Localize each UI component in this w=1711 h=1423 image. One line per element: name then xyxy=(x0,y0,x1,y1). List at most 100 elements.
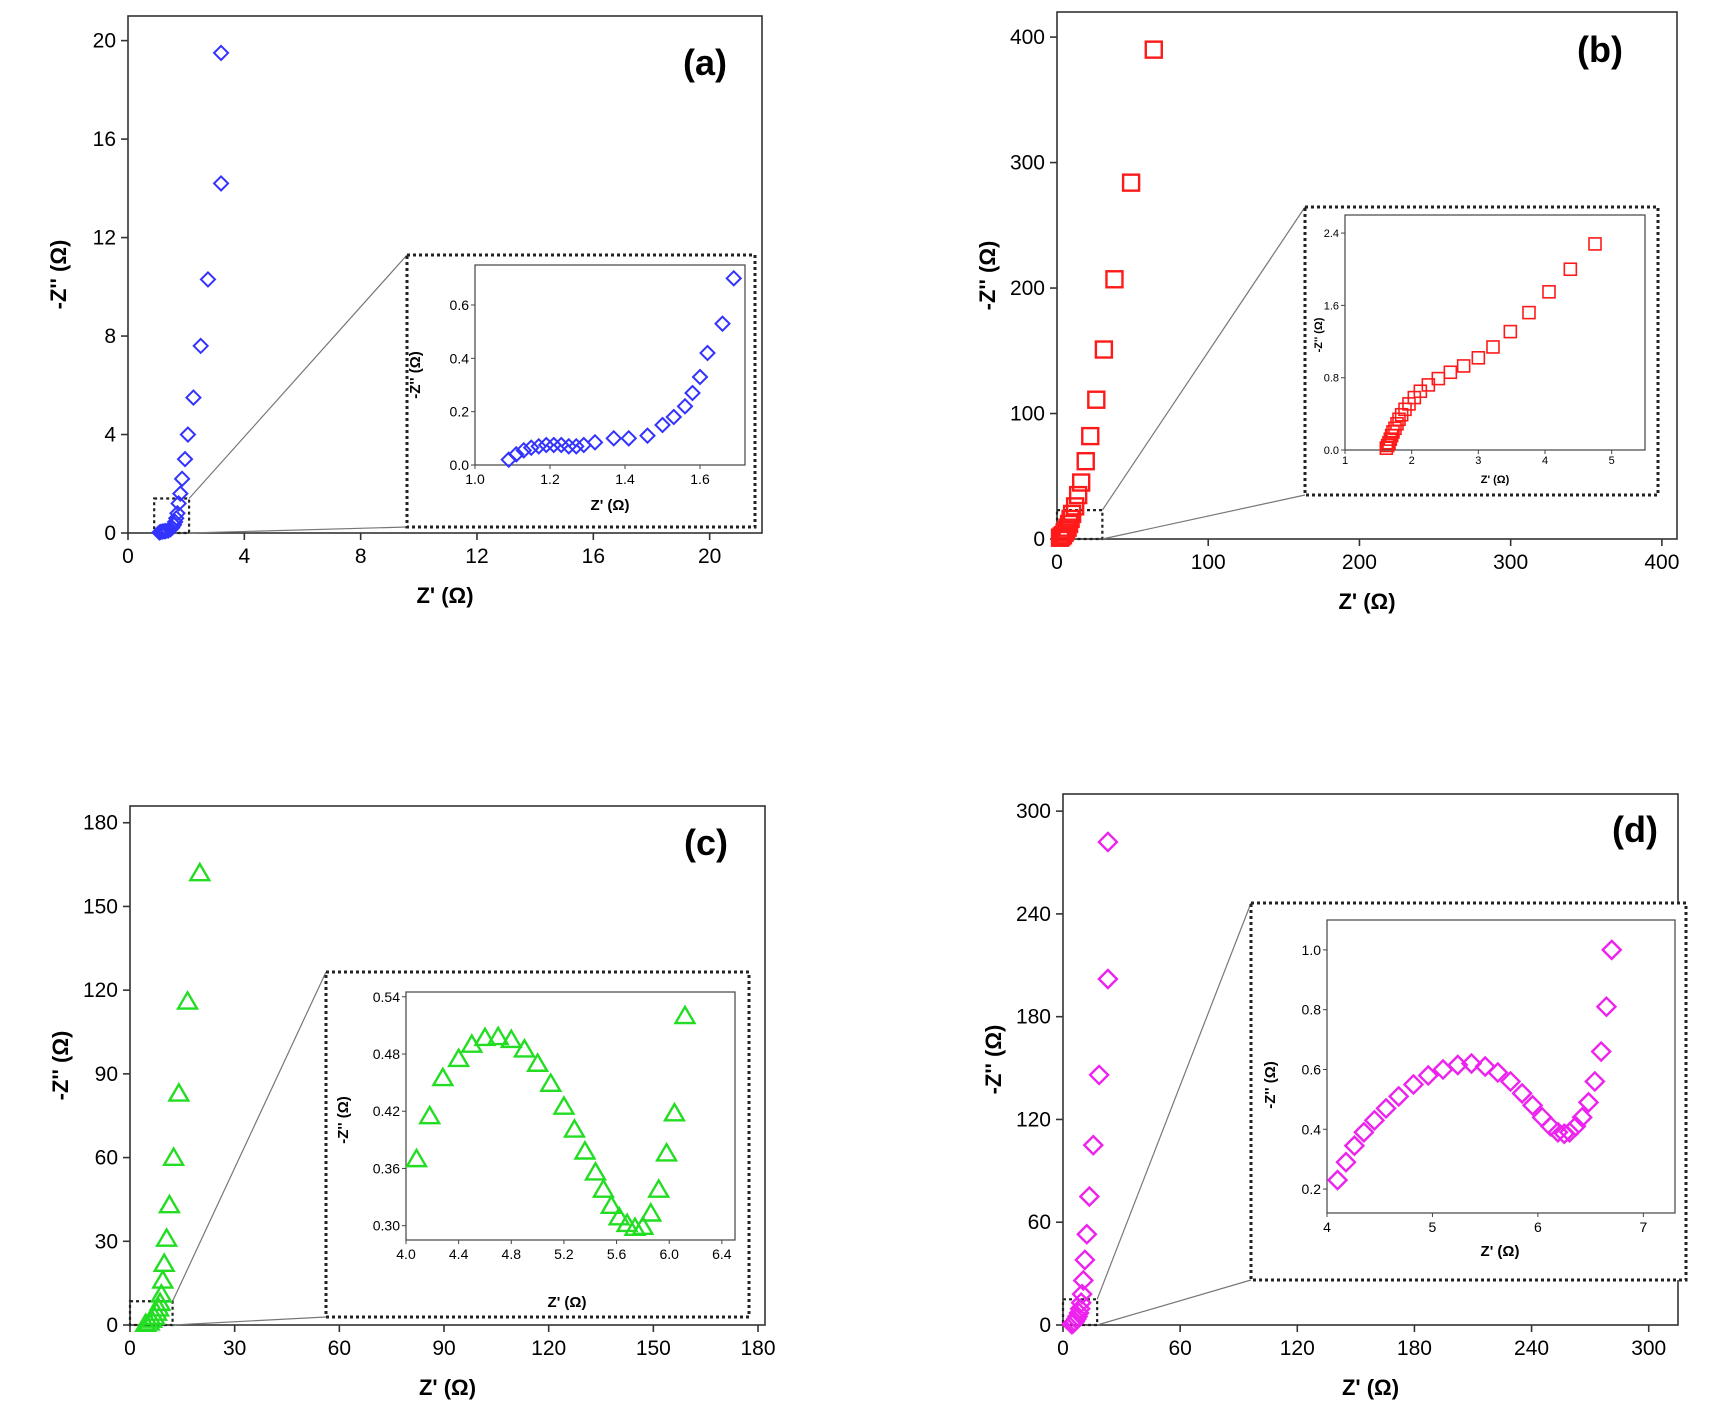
y-tick-label: 0 xyxy=(1033,528,1045,551)
y-tick-label: 150 xyxy=(83,895,118,918)
inset-data-point xyxy=(522,439,540,457)
x-tick-label: 300 xyxy=(1631,1337,1666,1360)
data-point xyxy=(1078,1185,1101,1208)
inset-data-point xyxy=(1487,1061,1509,1084)
inset-data-point xyxy=(631,1215,655,1236)
inset-data-point xyxy=(1558,1121,1581,1143)
inset-data-point xyxy=(1584,1070,1606,1093)
inset-data-point xyxy=(526,1052,550,1072)
inset-y-tick-label: 0.36 xyxy=(373,1160,400,1176)
y-tick-label: 4 xyxy=(104,424,116,447)
data-point xyxy=(1082,1134,1104,1156)
x-tick-label: 60 xyxy=(328,1337,351,1360)
x-axis-title: Z' (Ω) xyxy=(419,1375,476,1400)
inset-y-tick-label: 1.0 xyxy=(1302,942,1322,958)
y-tick-label: 16 xyxy=(93,128,116,151)
inset-data-point xyxy=(1522,305,1536,320)
x-tick-label: 150 xyxy=(636,1337,671,1360)
data-point xyxy=(212,174,230,192)
inset-c: 4.0 4.4 4.8 5.2 5.6 6.0 6.4 0.30 0.36 0.42 0.48 0.5… xyxy=(324,970,751,1319)
x-tick-label: 300 xyxy=(1493,551,1528,574)
inset-data-point xyxy=(1383,432,1398,446)
inset-data-point xyxy=(1326,1169,1349,1191)
inset-y-axis-title: -Z'' (Ω) xyxy=(407,351,424,398)
data-point xyxy=(1081,426,1100,446)
inset-x-tick-label: 3 xyxy=(1475,455,1481,467)
inset-data-point xyxy=(530,437,548,455)
data-point xyxy=(162,1146,186,1166)
data-point xyxy=(170,495,188,512)
data-point xyxy=(1065,497,1085,516)
inset-y-tick-label: 2.4 xyxy=(1324,228,1339,240)
plot-frame xyxy=(127,15,763,534)
data-point xyxy=(188,861,212,882)
inset-data-point xyxy=(605,429,623,447)
x-tick-label: 400 xyxy=(1644,551,1679,574)
y-tick-label: 300 xyxy=(1010,152,1045,175)
data-point xyxy=(149,1282,173,1303)
y-tick-label: 300 xyxy=(1016,800,1051,823)
panel-label: (c) xyxy=(684,822,728,863)
panel-c: 0 30 60 90 120 150 180 0 30 60 90 120 150 180 Z' (Ω) -Z… xyxy=(48,805,776,1400)
inset-data-point xyxy=(1335,1151,1357,1173)
inset-y-tick-label: 0.4 xyxy=(1302,1121,1322,1137)
data-point xyxy=(212,44,230,62)
inset-y-tick-label: 0.4 xyxy=(450,350,470,366)
inset-data-point xyxy=(1577,1091,1600,1114)
inset-y-tick-label: 0.48 xyxy=(373,1046,400,1062)
inset-data-point xyxy=(1542,285,1556,299)
data-point xyxy=(1087,390,1106,409)
data-point xyxy=(176,450,194,468)
data-point xyxy=(1088,1064,1110,1086)
zoom-connector xyxy=(1102,494,1306,540)
data-point xyxy=(151,1268,175,1289)
x-tick-label: 240 xyxy=(1514,1337,1549,1360)
inset-border xyxy=(1249,901,1688,1282)
inset-data-point xyxy=(647,1178,671,1198)
y-tick-label: 0 xyxy=(106,1314,118,1337)
x-tick-label: 0 xyxy=(124,1337,136,1360)
y-tick-label: 100 xyxy=(1010,403,1045,426)
inset-data-point xyxy=(665,408,683,426)
panel-d: 0 60 120 180 240 300 0 60 120 180 240 300 Z' (Ω) -Z''… xyxy=(981,793,1688,1400)
data-point xyxy=(1059,514,1079,534)
x-tick-label: 180 xyxy=(740,1337,775,1360)
data-point xyxy=(1076,1223,1098,1245)
inset-x-axis-title: Z' (Ω) xyxy=(548,1294,587,1311)
inset-data-point xyxy=(583,1160,608,1181)
zoom-connector xyxy=(188,254,408,499)
inset-x-tick-label: 1 xyxy=(1342,455,1348,467)
inset-data-point xyxy=(552,1095,576,1115)
inset-x-tick-label: 4.8 xyxy=(502,1246,522,1262)
inset-data-point xyxy=(1402,1073,1425,1096)
data-point xyxy=(1076,452,1095,471)
y-tick-label: 240 xyxy=(1016,903,1051,926)
inset-data-point xyxy=(1499,1070,1522,1093)
inset-border xyxy=(324,970,751,1319)
zoom-box xyxy=(128,1300,174,1327)
x-tick-label: 180 xyxy=(1397,1337,1432,1360)
inset-a: 1.0 1.2 1.4 1.6 0.0 0.2 0.4 0.6 Z' (Ω) -Z'' (Ω) xyxy=(405,253,757,529)
inset-data-point xyxy=(676,397,694,415)
inset-x-tick-label: 5 xyxy=(1429,1219,1437,1235)
data-point xyxy=(1061,509,1080,529)
y-axis-title: -Z'' (Ω) xyxy=(975,241,1000,311)
data-point xyxy=(157,1193,181,1214)
inset-x-tick-label: 5.2 xyxy=(554,1246,574,1262)
inset-x-tick-label: 1.6 xyxy=(690,471,710,487)
y-axis-title: -Z'' (Ω) xyxy=(981,1025,1006,1095)
x-tick-label: 0 xyxy=(122,545,134,568)
zoom-connector xyxy=(1096,1279,1252,1326)
y-tick-label: 0 xyxy=(104,522,116,545)
inset-x-axis-title: Z' (Ω) xyxy=(591,497,630,514)
x-tick-label: 100 xyxy=(1191,551,1226,574)
inset-data-point xyxy=(567,437,585,455)
data-point xyxy=(1068,485,1088,505)
inset-data-point xyxy=(662,1101,687,1122)
inset-x-tick-label: 1.4 xyxy=(615,471,635,487)
inset-data-point xyxy=(1388,421,1402,436)
x-axis-title: Z' (Ω) xyxy=(1338,589,1395,614)
inset-data-point xyxy=(545,436,563,454)
